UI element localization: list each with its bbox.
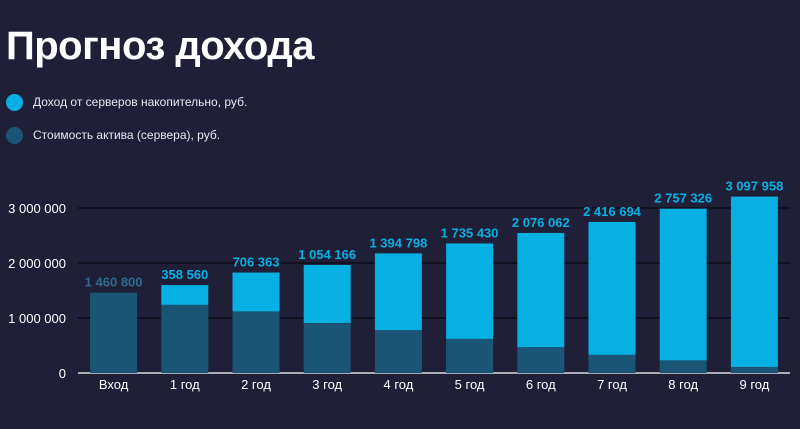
y-tick-label: 2 000 000	[8, 256, 66, 271]
bar-income	[161, 285, 209, 305]
bar-income	[374, 253, 422, 331]
bar-asset	[232, 311, 280, 373]
x-tick-label: 4 год	[383, 377, 413, 392]
data-label: 1 735 430	[441, 225, 499, 240]
y-tick-label: 1 000 000	[8, 311, 66, 326]
x-tick-label: 3 год	[312, 377, 342, 392]
data-label: 358 560	[161, 267, 208, 282]
bar-asset	[517, 347, 565, 373]
bar-income	[588, 221, 636, 355]
bar-income	[303, 264, 351, 323]
bar-asset	[303, 322, 351, 373]
bar-income	[517, 232, 565, 348]
bar-income	[232, 272, 280, 312]
data-label: 1 460 800	[85, 275, 143, 290]
bar-asset	[374, 330, 422, 373]
data-label: 2 076 062	[512, 215, 570, 230]
data-label: 3 097 958	[725, 179, 783, 194]
y-tick-label: 3 000 000	[8, 201, 66, 216]
x-tick-label: 9 год	[739, 377, 769, 392]
data-label: 1 054 166	[298, 247, 356, 262]
bar-asset	[446, 338, 494, 373]
x-tick-label: 7 год	[597, 377, 627, 392]
legend-swatch-income	[6, 93, 23, 111]
data-label: 2 757 326	[654, 191, 712, 206]
data-label: 706 363	[233, 255, 280, 270]
bar-asset	[588, 354, 636, 373]
legend: Доход от серверов накопительно, руб. Сто…	[6, 92, 247, 158]
x-tick-label: 5 год	[455, 377, 485, 392]
bar-asset	[161, 304, 209, 373]
x-tick-label: 1 год	[170, 377, 200, 392]
x-tick-label: 2 год	[241, 377, 271, 392]
bar-income	[659, 208, 707, 361]
data-label: 2 416 694	[583, 204, 642, 219]
bar-income	[730, 196, 778, 367]
x-tick-label: 6 год	[526, 377, 556, 392]
legend-label-asset: Стоимость актива (сервера), руб.	[33, 128, 221, 142]
legend-item-asset: Стоимость актива (сервера), руб.	[6, 125, 247, 145]
x-tick-label: Вход	[99, 377, 129, 392]
bar-income	[446, 243, 494, 339]
y-tick-label: 0	[59, 366, 66, 381]
legend-label-income: Доход от серверов накопительно, руб.	[33, 95, 248, 109]
legend-item-income: Доход от серверов накопительно, руб.	[6, 92, 247, 112]
bar-asset	[659, 360, 707, 373]
bar-asset	[730, 366, 778, 373]
x-tick-label: 8 год	[668, 377, 698, 392]
bar-asset	[90, 292, 138, 373]
chart-title: Прогноз дохода	[6, 24, 314, 68]
legend-swatch-asset	[6, 126, 23, 144]
data-label: 1 394 798	[369, 235, 427, 250]
